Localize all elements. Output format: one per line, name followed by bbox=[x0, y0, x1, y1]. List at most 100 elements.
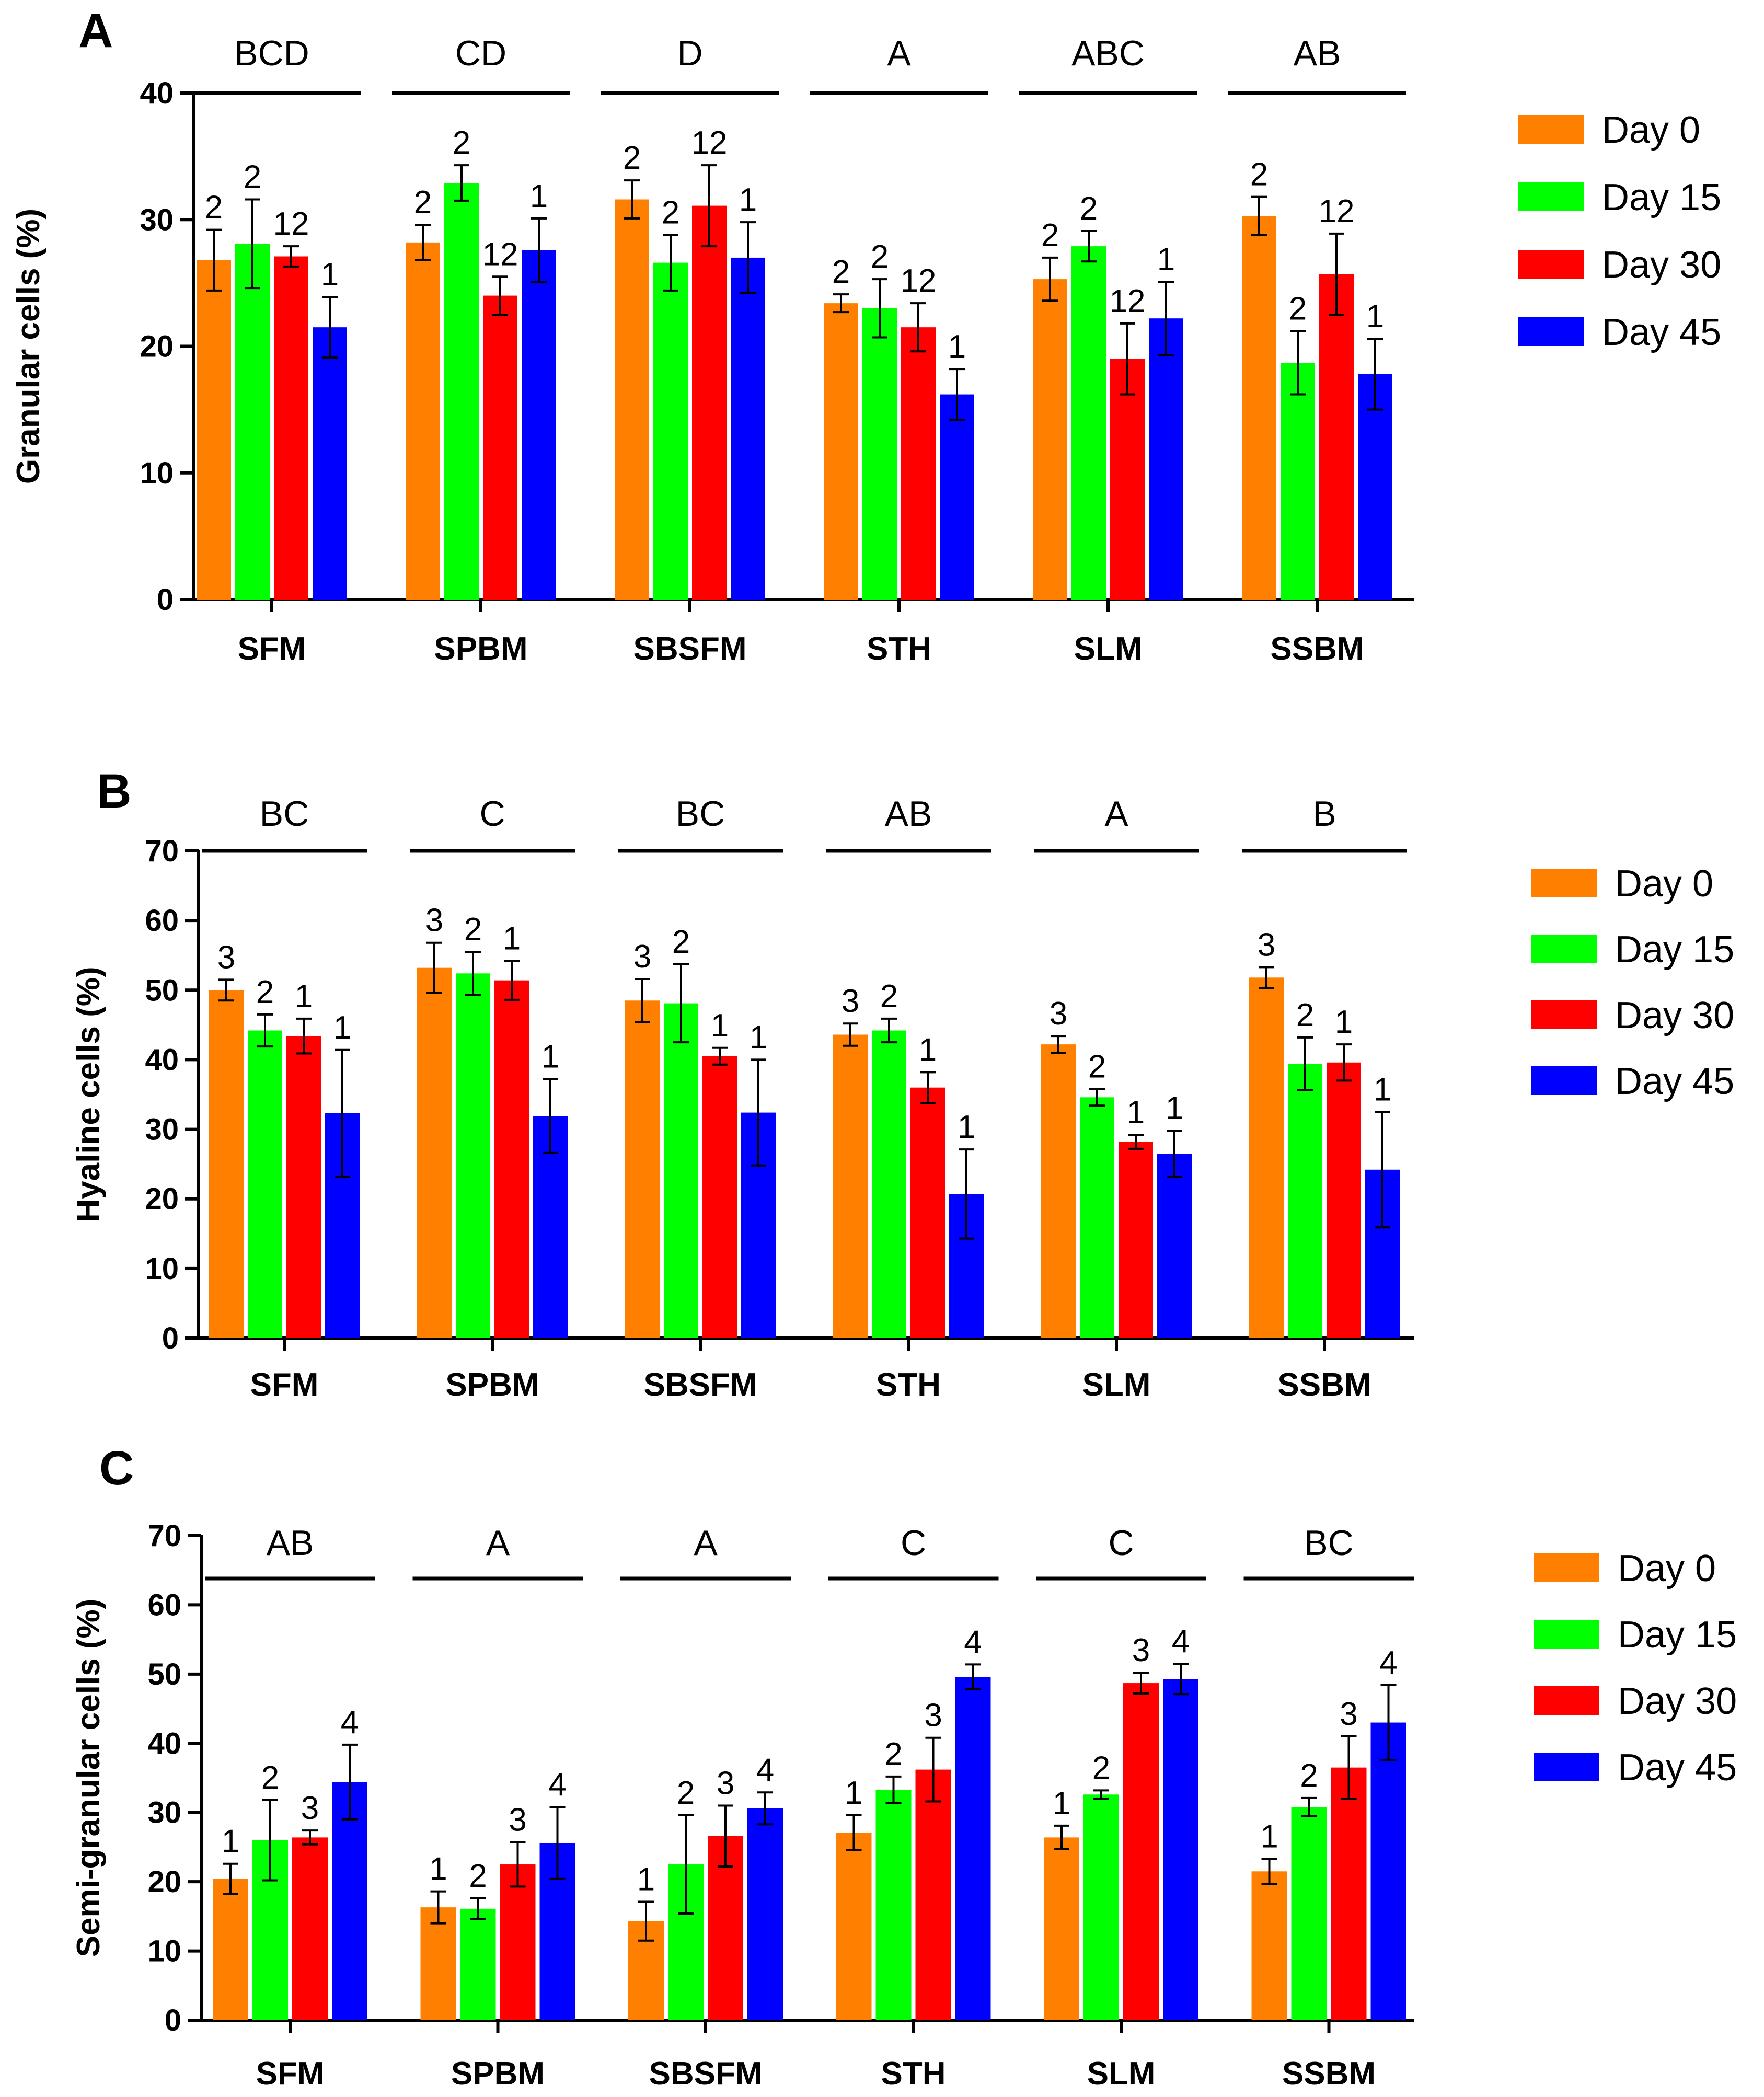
bar-significance-label: 12 bbox=[273, 206, 309, 242]
bar-significance-label: 1 bbox=[1335, 1004, 1353, 1040]
bar bbox=[1163, 1679, 1198, 2020]
bar-significance-label: 1 bbox=[1374, 1071, 1391, 1108]
bar-significance-label: 1 bbox=[541, 1039, 559, 1075]
legend-swatch bbox=[1531, 869, 1597, 897]
bar bbox=[1149, 318, 1183, 600]
group-letter-label: AB bbox=[885, 794, 932, 834]
bar-significance-label: 4 bbox=[548, 1767, 566, 1803]
bar bbox=[653, 262, 688, 600]
y-axis-title: Hyaline cells (%) bbox=[71, 966, 107, 1222]
bar bbox=[1370, 1722, 1406, 2020]
bar-significance-label: 3 bbox=[425, 903, 443, 939]
y-tick-label: 60 bbox=[145, 904, 179, 938]
bar bbox=[615, 199, 649, 600]
x-tick-label: SPBM bbox=[445, 1367, 539, 1403]
bar-significance-label: 2 bbox=[1250, 157, 1268, 193]
y-tick-label: 30 bbox=[140, 203, 174, 237]
bar-significance-label: 2 bbox=[205, 190, 223, 226]
bar bbox=[915, 1769, 951, 2020]
y-tick-label: 20 bbox=[145, 1182, 179, 1216]
legend-swatch bbox=[1518, 115, 1584, 144]
bar-significance-label: 1 bbox=[750, 1019, 767, 1055]
legend-label: Day 30 bbox=[1618, 1680, 1737, 1722]
bar bbox=[406, 242, 440, 600]
bar bbox=[500, 1864, 536, 2020]
bar-significance-label: 1 bbox=[222, 1824, 239, 1860]
bar-significance-label: 3 bbox=[217, 939, 235, 975]
bar-significance-label: 3 bbox=[301, 1790, 319, 1826]
bar-significance-label: 2 bbox=[1300, 1758, 1318, 1794]
legend-label: Day 0 bbox=[1618, 1548, 1716, 1589]
group-letter-label: AB bbox=[1294, 33, 1341, 73]
bar-significance-label: 1 bbox=[919, 1032, 937, 1068]
y-tick-label: 30 bbox=[147, 1796, 181, 1830]
bar-significance-label: 1 bbox=[845, 1775, 862, 1811]
x-tick-label: SLM bbox=[1087, 2056, 1156, 2092]
bar bbox=[313, 327, 347, 600]
bar bbox=[235, 244, 270, 600]
bar-significance-label: 2 bbox=[832, 254, 850, 290]
bar bbox=[1110, 359, 1145, 600]
legend-swatch bbox=[1534, 1686, 1599, 1715]
bar bbox=[444, 182, 479, 600]
y-tick-label: 60 bbox=[147, 1588, 181, 1622]
bar bbox=[1281, 362, 1315, 600]
bar-significance-label: 1 bbox=[1157, 241, 1175, 278]
x-tick-label: SBSFM bbox=[633, 631, 747, 667]
bar-significance-label: 4 bbox=[1379, 1645, 1397, 1681]
bar bbox=[420, 1907, 456, 2020]
x-tick-label: SSBM bbox=[1270, 631, 1364, 667]
y-tick-label: 70 bbox=[145, 834, 179, 868]
bar bbox=[1288, 1064, 1322, 1338]
bar bbox=[910, 1087, 945, 1338]
y-tick-label: 70 bbox=[147, 1519, 181, 1553]
bar bbox=[1251, 1871, 1287, 2020]
y-tick-label: 20 bbox=[140, 330, 174, 364]
group-letter-label: C bbox=[1108, 1523, 1134, 1563]
bar bbox=[833, 1034, 868, 1338]
group-letter-label: C bbox=[479, 794, 505, 834]
bar-significance-label: 2 bbox=[662, 194, 679, 231]
bar-significance-label: 2 bbox=[1088, 1048, 1106, 1085]
bar-significance-label: 2 bbox=[623, 140, 641, 176]
bar-significance-label: 2 bbox=[1041, 217, 1059, 254]
legend-swatch bbox=[1531, 1000, 1597, 1029]
panel-letter: B bbox=[97, 765, 131, 818]
legend-swatch bbox=[1534, 1753, 1599, 1781]
bar-significance-label: 12 bbox=[691, 125, 728, 161]
y-tick-label: 20 bbox=[147, 1865, 181, 1899]
legend-swatch bbox=[1518, 317, 1584, 346]
x-tick-label: SFM bbox=[256, 2056, 325, 2092]
bar bbox=[209, 990, 244, 1338]
bar bbox=[1044, 1837, 1079, 2020]
y-tick-label: 30 bbox=[145, 1113, 179, 1147]
legend-label: Day 30 bbox=[1615, 995, 1734, 1036]
legend-swatch bbox=[1531, 935, 1597, 963]
x-tick-label: SLM bbox=[1074, 631, 1143, 667]
x-tick-label: SLM bbox=[1082, 1367, 1151, 1403]
bar-significance-label: 1 bbox=[1366, 298, 1384, 335]
bar bbox=[1083, 1794, 1119, 2020]
bar bbox=[1358, 374, 1392, 600]
group-letter-label: A bbox=[1104, 794, 1128, 834]
x-tick-label: SBSFM bbox=[644, 1367, 757, 1403]
x-tick-label: SFM bbox=[238, 631, 306, 667]
legend-label: Day 0 bbox=[1615, 863, 1713, 905]
y-axis-title: Semi-granular cells (%) bbox=[71, 1599, 107, 1957]
bar-significance-label: 2 bbox=[469, 1858, 487, 1894]
bar-significance-label: 1 bbox=[429, 1851, 447, 1887]
legend-label: Day 45 bbox=[1615, 1061, 1734, 1102]
legend-label: Day 15 bbox=[1618, 1614, 1737, 1656]
legend-label: Day 0 bbox=[1602, 109, 1700, 151]
bar-significance-label: 4 bbox=[341, 1704, 359, 1741]
panel-letter: C bbox=[99, 1442, 134, 1495]
bar bbox=[664, 1003, 698, 1338]
bar bbox=[1242, 215, 1276, 600]
legend-swatch bbox=[1534, 1620, 1599, 1649]
bar bbox=[456, 973, 490, 1338]
bar-significance-label: 3 bbox=[841, 983, 859, 1019]
group-letter-label: D bbox=[677, 33, 702, 73]
bar-significance-label: 2 bbox=[672, 924, 690, 960]
bar bbox=[862, 308, 897, 600]
